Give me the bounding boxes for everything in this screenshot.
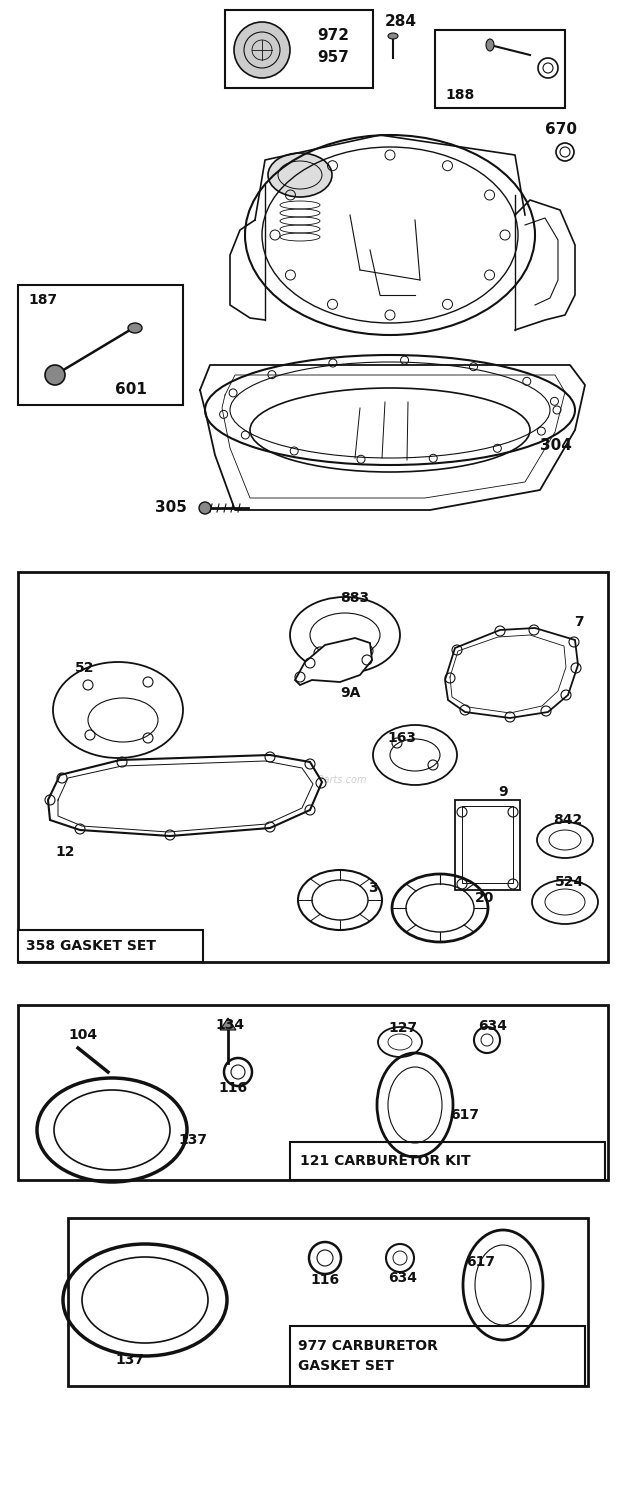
Text: 134: 134 [215,1018,244,1033]
Text: 137: 137 [115,1353,144,1367]
Text: 116: 116 [310,1273,339,1287]
Ellipse shape [128,324,142,333]
Text: 7: 7 [574,615,583,629]
Bar [435,30,565,107]
Text: 305: 305 [155,499,187,514]
Text: ReplacementParts.com: ReplacementParts.com [253,776,367,785]
Ellipse shape [199,502,211,514]
Circle shape [560,147,570,157]
Bar [290,1142,605,1179]
Text: 3: 3 [368,881,378,895]
Polygon shape [295,638,372,685]
Ellipse shape [268,153,332,197]
Text: 842: 842 [553,813,582,827]
Polygon shape [220,1018,236,1030]
Circle shape [234,23,290,79]
Text: 358 GASKET SET: 358 GASKET SET [26,939,156,953]
Text: 977 CARBURETOR
GASKET SET: 977 CARBURETOR GASKET SET [298,1340,438,1373]
Text: 20: 20 [475,891,494,906]
Bar [18,930,203,962]
Text: 12: 12 [55,845,74,859]
Bar [290,1326,585,1387]
Text: 670: 670 [545,122,577,138]
Ellipse shape [388,33,398,39]
Text: 617: 617 [466,1255,495,1269]
Text: 617: 617 [450,1108,479,1122]
Text: 601: 601 [115,383,147,398]
Text: 163: 163 [387,730,416,745]
Text: 187: 187 [28,293,57,307]
Text: 121 CARBURETOR KIT: 121 CARBURETOR KIT [300,1154,471,1167]
Text: 972: 972 [317,27,349,42]
Text: 304: 304 [540,437,572,452]
Text: 9: 9 [498,785,508,798]
Bar [68,1219,588,1387]
Bar [462,806,513,883]
Polygon shape [445,627,578,718]
Text: 284: 284 [385,15,417,30]
Circle shape [543,64,553,73]
Bar [18,572,608,962]
Bar [18,1005,608,1179]
Text: 9A: 9A [340,686,360,700]
Ellipse shape [205,355,575,466]
Text: 883: 883 [340,591,369,605]
Text: 634: 634 [388,1272,417,1285]
Text: 52: 52 [75,661,94,674]
Bar [18,284,183,405]
Text: 137: 137 [178,1132,207,1148]
Ellipse shape [486,39,494,51]
Text: 524: 524 [555,875,584,889]
Text: 116: 116 [218,1081,247,1095]
Bar [455,800,520,891]
Text: 957: 957 [317,50,349,65]
Circle shape [45,364,65,386]
Bar [225,11,373,88]
Text: 634: 634 [478,1019,507,1033]
Text: 188: 188 [445,88,474,101]
Text: 127: 127 [388,1021,417,1036]
Polygon shape [48,754,322,836]
Text: 104: 104 [68,1028,97,1042]
